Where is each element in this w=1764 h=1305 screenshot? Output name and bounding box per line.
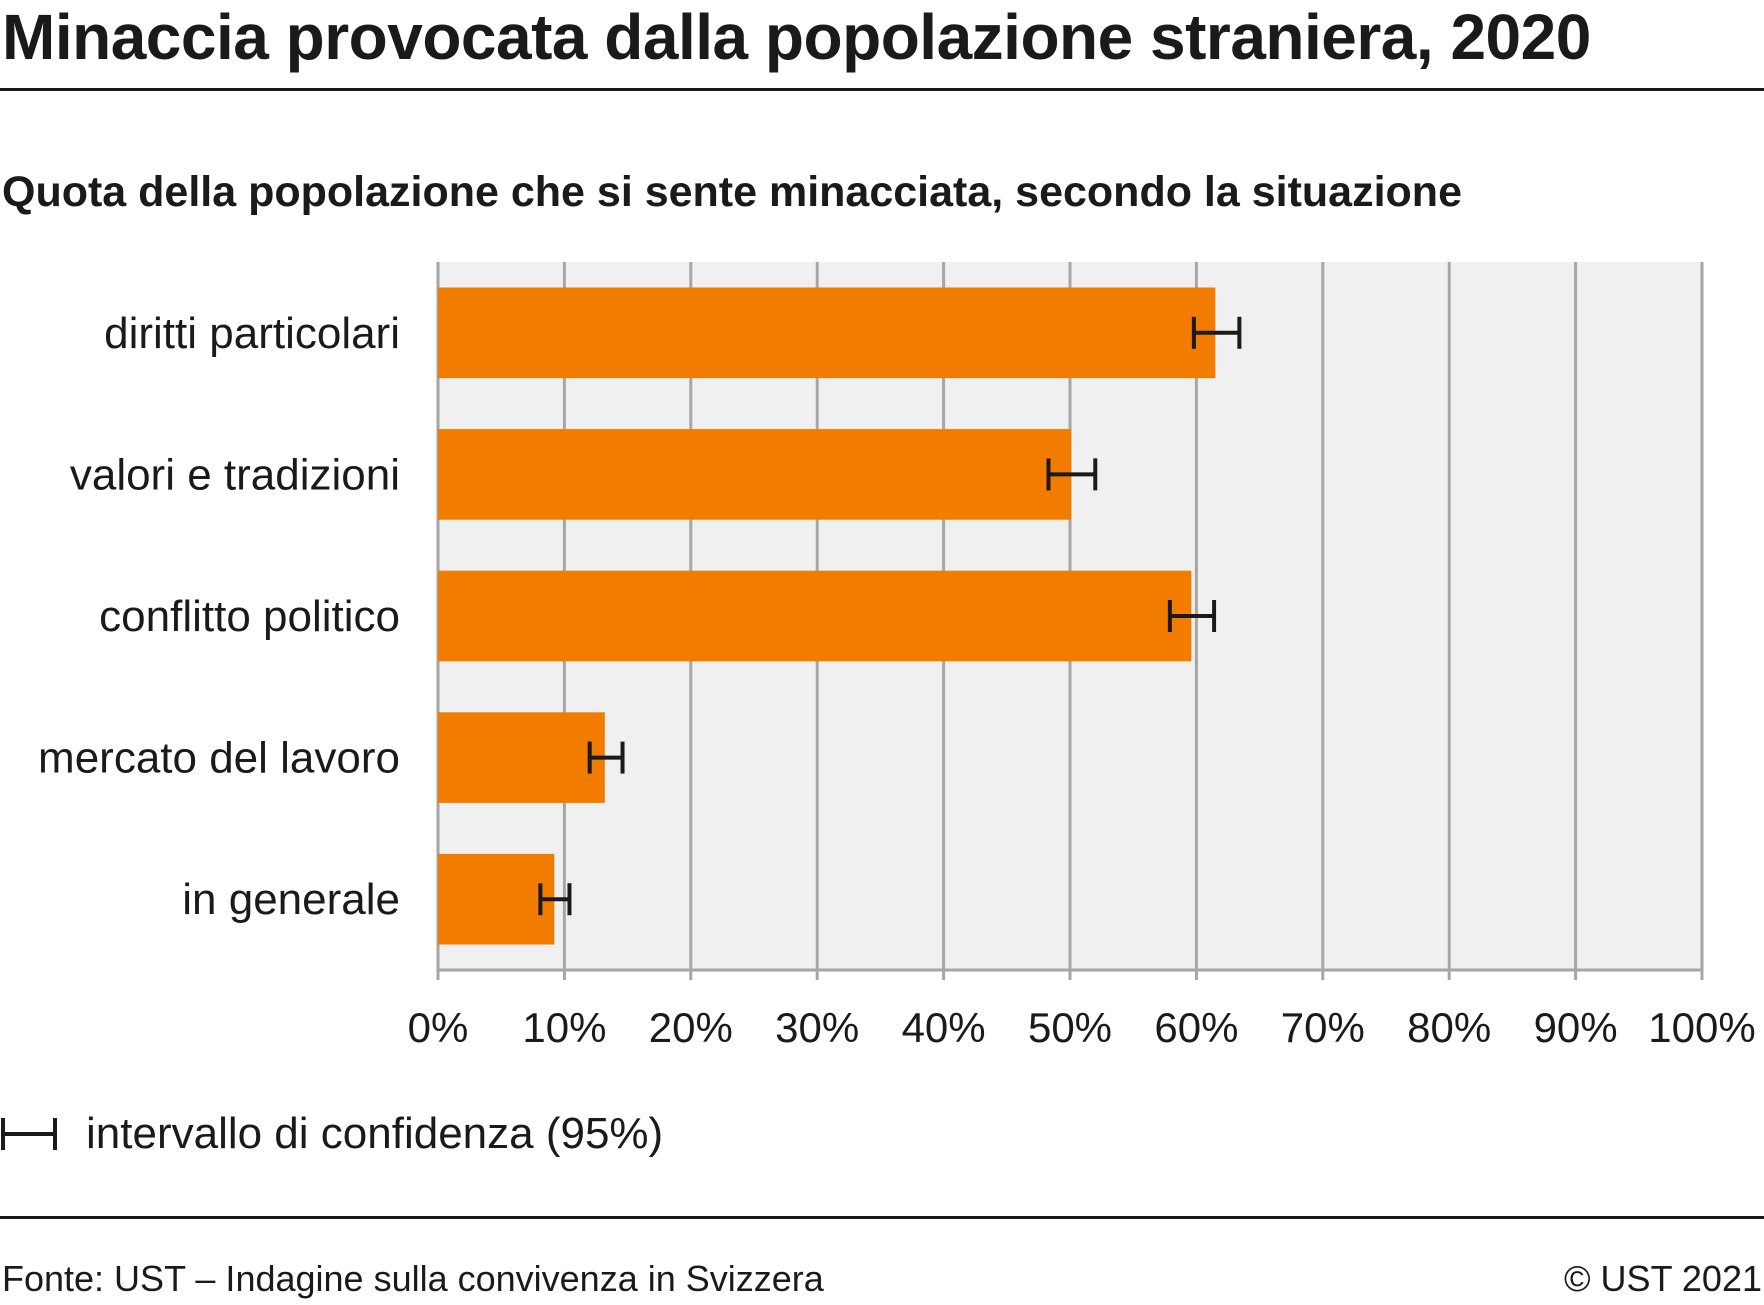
bar-chart: 0% 10% 20% 30% 40% 50% 60% 70% 80% 90% 100% diritti… xyxy=(38,262,1756,1051)
x-tick-label: 20% xyxy=(649,1004,733,1051)
x-tick-label: 40% xyxy=(902,1004,986,1051)
x-tick-label: 10% xyxy=(522,1004,606,1051)
bar xyxy=(438,570,1192,662)
page-title: Minaccia provocata dalla popolazione str… xyxy=(2,1,1591,73)
x-tick-label: 30% xyxy=(775,1004,859,1051)
title-divider xyxy=(0,88,1764,91)
legend-label: intervallo di confidenza (95%) xyxy=(86,1109,664,1158)
source-note: Fonte: UST – Indagine sulla convivenza i… xyxy=(2,1258,824,1299)
footer-divider xyxy=(0,1216,1764,1219)
bar xyxy=(438,712,605,803)
bar xyxy=(438,853,555,945)
category-label: valori e tradizioni xyxy=(70,450,400,499)
legend: intervallo di confidenza (95%) xyxy=(0,1104,663,1164)
chart-subtitle: Quota della popolazione che si sente min… xyxy=(2,168,1462,216)
x-tick-label: 90% xyxy=(1534,1004,1618,1051)
x-tick-label: 50% xyxy=(1028,1004,1112,1051)
category-label: in generale xyxy=(182,875,400,924)
category-label: conflitto politico xyxy=(99,592,400,641)
x-tick-label: 80% xyxy=(1407,1004,1491,1051)
bar xyxy=(438,287,1216,379)
category-label: diritti particolari xyxy=(104,309,400,358)
bar xyxy=(438,429,1072,520)
x-tick-label: 100% xyxy=(1648,1004,1755,1051)
copyright-note: © UST 2021 xyxy=(1564,1258,1762,1299)
x-tick-label: 70% xyxy=(1281,1004,1365,1051)
x-tick-label: 0% xyxy=(408,1004,469,1051)
x-tick-label: 60% xyxy=(1154,1004,1238,1051)
category-label: mercato del lavoro xyxy=(38,734,400,783)
confidence-interval-icon xyxy=(1,1118,57,1150)
